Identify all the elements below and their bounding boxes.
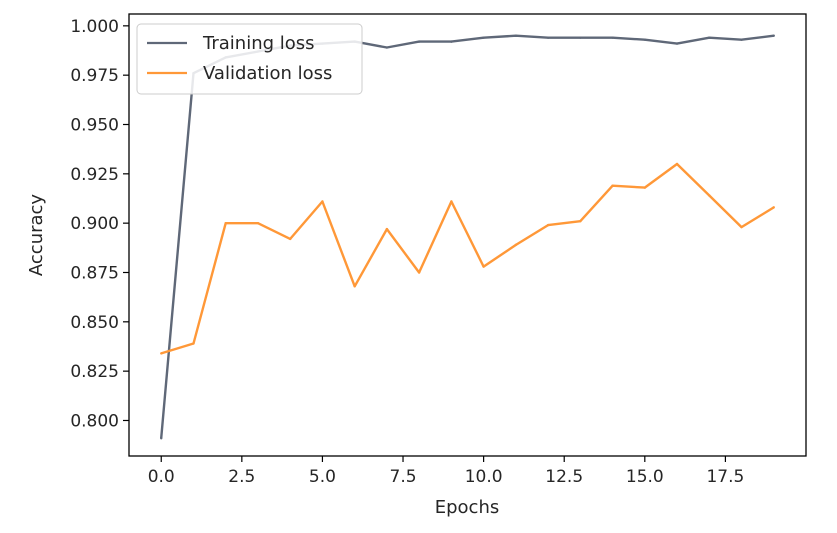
data-point-training-loss (160, 437, 163, 440)
legend-box (136, 23, 363, 95)
x-tick-label: 15.0 (626, 467, 664, 487)
y-tick-label: 0.875 (70, 263, 119, 283)
legend: Training loss Validation loss (136, 23, 363, 95)
y-tick-label: 0.900 (70, 214, 119, 234)
x-tick-label: 7.5 (390, 467, 417, 487)
y-tick-label: 0.925 (70, 165, 119, 185)
x-tick-label: 10.0 (465, 467, 503, 487)
y-tick-label: 0.975 (70, 66, 119, 86)
x-tick-label: 5.0 (309, 467, 336, 487)
data-point-validation-loss (353, 285, 356, 288)
data-point-validation-loss (224, 221, 227, 225)
data-point-training-loss (546, 36, 550, 39)
x-tick-label: 2.5 (228, 467, 255, 487)
y-tick-label: 0.850 (70, 313, 119, 333)
data-point-validation-loss (192, 342, 195, 345)
y-tick-label: 0.825 (70, 362, 119, 382)
data-point-validation-loss (740, 225, 743, 229)
data-point-training-loss (417, 40, 421, 43)
x-tick-label: 17.5 (706, 467, 744, 487)
data-point-training-loss (708, 36, 711, 39)
data-point-validation-loss (417, 271, 421, 274)
data-point-validation-loss (385, 227, 389, 231)
data-point-validation-loss (611, 184, 614, 187)
x-tick-label: 0.0 (148, 467, 175, 487)
plot-frame (128, 13, 807, 457)
series-line-validation-loss (160, 162, 775, 355)
data-point-training-loss (643, 38, 647, 41)
data-point-validation-loss (482, 265, 485, 268)
series-line-training-loss (160, 34, 774, 439)
x-tick-label: 12.5 (545, 467, 583, 487)
data-point-training-loss (514, 34, 518, 37)
y-tick-label: 0.950 (70, 116, 119, 136)
data-point-validation-loss (288, 237, 292, 241)
x-axis-ticks: 0.0 2.5 5.0 7.5 10.0 12.5 15.0 17.5 (148, 456, 744, 487)
data-point-validation-loss (579, 219, 582, 223)
y-axis-ticks: 0.800 0.825 0.850 0.875 0.900 0.925 0.950 0.975… (70, 17, 129, 431)
data-point-validation-loss (772, 206, 775, 209)
data-point-training-loss (579, 36, 582, 39)
data-point-training-loss (740, 38, 743, 41)
data-point-validation-loss (643, 186, 647, 189)
series-layer (160, 34, 775, 440)
data-point-validation-loss (321, 200, 324, 203)
data-point-training-loss (450, 40, 453, 43)
y-tick-label: 1.000 (70, 17, 119, 37)
data-point-training-loss (385, 46, 389, 49)
x-axis-label: Epochs (435, 497, 500, 518)
data-point-validation-loss (514, 243, 518, 247)
data-point-training-loss (675, 42, 679, 45)
data-point-validation-loss (256, 221, 260, 225)
y-tick-label: 0.800 (70, 411, 119, 431)
data-point-validation-loss (708, 194, 711, 197)
data-point-training-loss (772, 34, 775, 37)
legend-label-validation-loss: Validation loss (203, 63, 332, 84)
data-point-validation-loss (546, 223, 550, 227)
data-point-training-loss (482, 36, 485, 39)
data-point-validation-loss (160, 352, 163, 355)
data-point-validation-loss (450, 200, 453, 203)
data-point-validation-loss (675, 162, 679, 166)
data-point-training-loss (611, 36, 614, 39)
y-axis-label: Accuracy (26, 194, 47, 277)
legend-label-training-loss: Training loss (202, 33, 315, 54)
